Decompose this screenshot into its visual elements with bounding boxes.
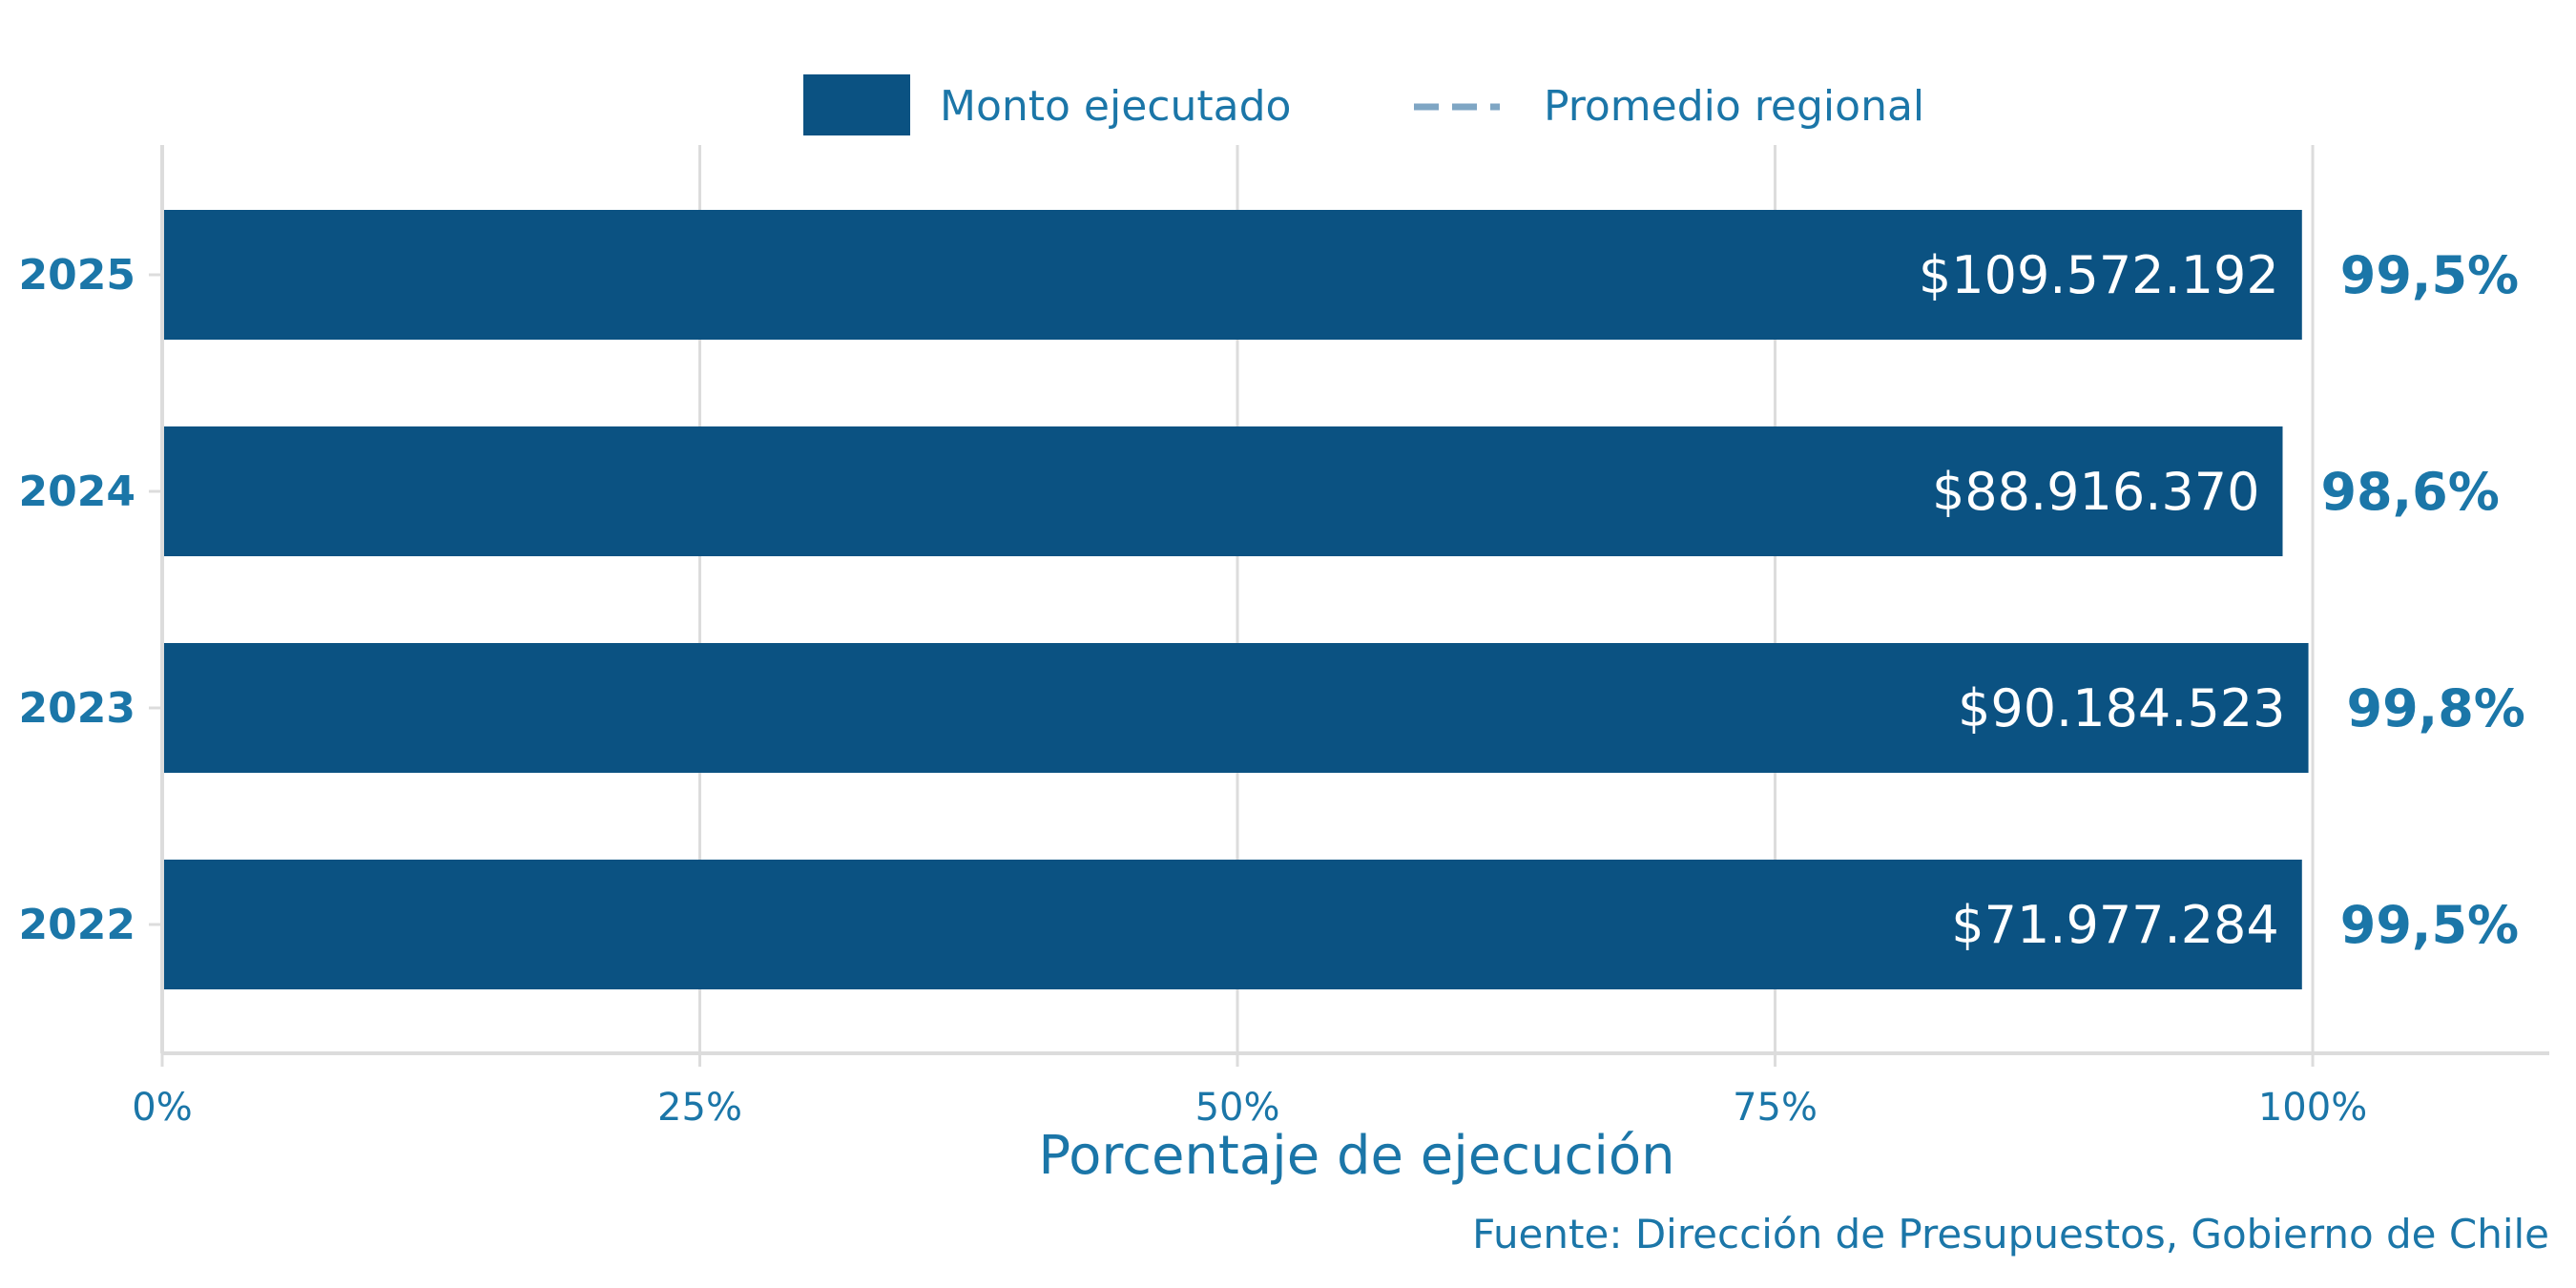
bars-layer: $109.572.192 99,5% $88.916.370 98,6% $90.184… xyxy=(164,210,2525,989)
y-tick-label: 2022 xyxy=(19,901,135,949)
bar xyxy=(164,426,2283,556)
y-tick-label: 2024 xyxy=(19,467,135,516)
bar xyxy=(164,860,2302,989)
bar-percent-label: 98,6% xyxy=(2320,462,2499,522)
x-tick-label: 50% xyxy=(1195,1086,1280,1130)
y-tick-label: 2023 xyxy=(19,684,135,733)
x-tick-label: 0% xyxy=(132,1086,192,1130)
bar xyxy=(164,643,2309,773)
bar-amount-label: $88.916.370 xyxy=(1932,462,2260,522)
bar-percent-label: 99,8% xyxy=(2347,678,2525,738)
legend: Monto ejecutado Promedio regional xyxy=(803,74,1924,135)
bar-amount-label: $90.184.523 xyxy=(1958,678,2286,738)
bar-percent-label: 99,5% xyxy=(2340,245,2519,305)
y-tick-label: 2025 xyxy=(19,251,135,300)
x-axis-title: Porcentaje de ejecución xyxy=(1038,1125,1674,1187)
x-tick-label: 25% xyxy=(657,1086,742,1130)
legend-label-bar: Monto ejecutado xyxy=(940,82,1291,131)
x-tick-label: 100% xyxy=(2258,1086,2367,1130)
bar-percent-label: 99,5% xyxy=(2340,895,2519,955)
bar-amount-label: $71.977.284 xyxy=(1951,895,2279,955)
axis-layer: 0% 25% 50% 75% 100% 2025 2024 2023 2022 xyxy=(19,145,2549,1130)
source-caption: Fuente: Dirección de Presupuestos, Gobie… xyxy=(1472,1211,2549,1257)
legend-swatch-bar xyxy=(803,74,910,135)
bar-amount-label: $109.572.192 xyxy=(1919,245,2279,305)
bar xyxy=(164,210,2302,340)
legend-label-reference: Promedio regional xyxy=(1544,82,1924,131)
x-tick-label: 75% xyxy=(1733,1086,1818,1130)
